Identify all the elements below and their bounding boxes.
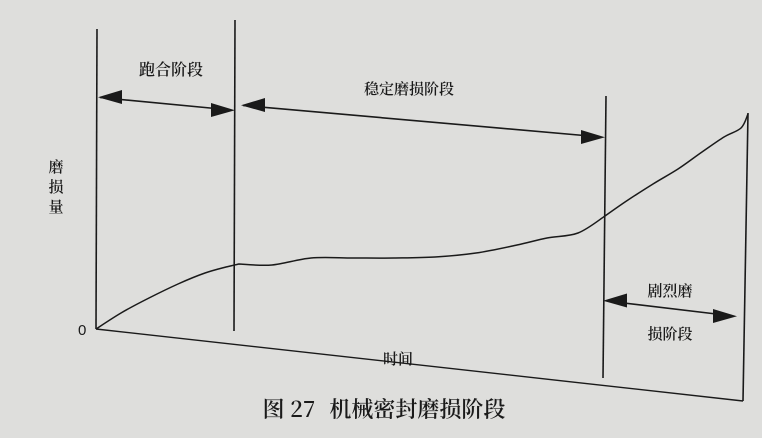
svg-text:损: 损 [48,176,64,197]
svg-text:量: 量 [48,196,63,217]
svg-text:稳定磨损阶段: 稳定磨损阶段 [364,78,454,99]
svg-text:跑合阶段: 跑合阶段 [139,57,203,80]
svg-text:时间: 时间 [383,348,413,369]
svg-text:磨: 磨 [48,156,63,177]
svg-text:0: 0 [78,322,86,339]
svg-text:剧烈磨: 剧烈磨 [647,280,692,301]
svg-text:损阶段: 损阶段 [647,323,692,344]
